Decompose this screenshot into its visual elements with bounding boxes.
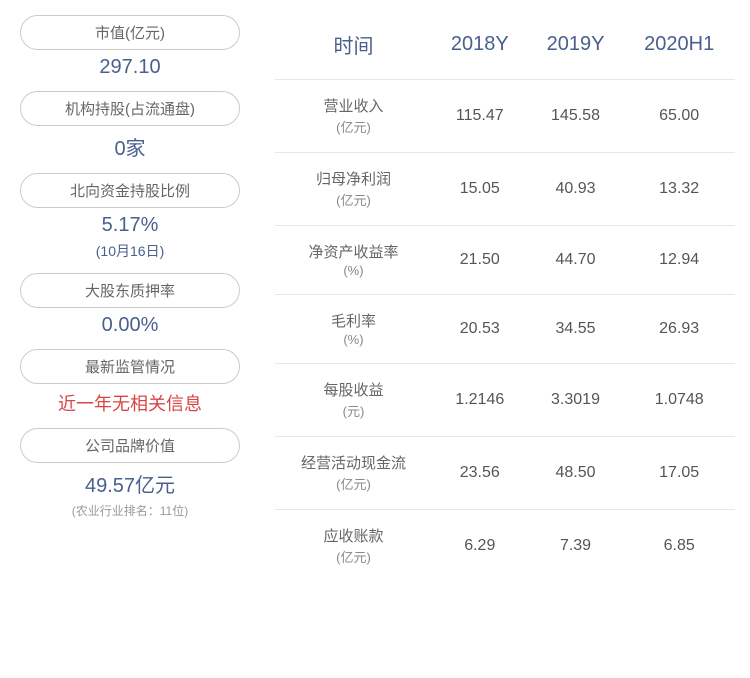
table-row: 经营活动现金流 (亿元) 23.56 48.50 17.05 [275, 437, 735, 510]
regulatory-card: 最新监管情况 近一年无相关信息 [20, 349, 240, 420]
value-cell: 1.2146 [432, 364, 528, 437]
table-row: 应收账款 (亿元) 6.29 7.39 6.85 [275, 510, 735, 583]
value-cell: 21.50 [432, 226, 528, 295]
metric-cell: 归母净利润 (亿元) [275, 153, 432, 226]
value-cell: 40.93 [528, 153, 624, 226]
value-cell: 26.93 [623, 295, 735, 364]
value-cell: 145.58 [528, 80, 624, 153]
institutional-holding-label: 机构持股(占流通盘) [20, 91, 240, 126]
value-cell: 48.50 [528, 437, 624, 510]
value-cell: 20.53 [432, 295, 528, 364]
market-cap-label: 市值(亿元) [20, 15, 240, 50]
metric-cell: 毛利率 (%) [275, 295, 432, 364]
brand-value-note: (农业行业排名：11位) [20, 502, 240, 519]
value-cell: 7.39 [528, 510, 624, 583]
table-body: 营业收入 (亿元) 115.47 145.58 65.00 归母净利润 (亿元)… [275, 80, 735, 583]
table-row: 毛利率 (%) 20.53 34.55 26.93 [275, 295, 735, 364]
table-row: 净资产收益率 (%) 21.50 44.70 12.94 [275, 226, 735, 295]
regulatory-label: 最新监管情况 [20, 349, 240, 384]
northbound-holding-date: (10月16日) [20, 241, 240, 261]
brand-value-card: 公司品牌价值 49.57亿元 (农业行业排名：11位) [20, 428, 240, 519]
header-time: 时间 [275, 10, 432, 80]
value-cell: 1.0748 [623, 364, 735, 437]
table-header-row: 时间 2018Y 2019Y 2020H1 [275, 10, 735, 80]
northbound-holding-label: 北向资金持股比例 [20, 173, 240, 208]
metric-cell: 每股收益 (元) [275, 364, 432, 437]
institutional-holding-value: 0家 [20, 132, 240, 161]
value-cell: 115.47 [432, 80, 528, 153]
table-row: 每股收益 (元) 1.2146 3.3019 1.0748 [275, 364, 735, 437]
institutional-holding-card: 机构持股(占流通盘) 0家 [20, 91, 240, 165]
northbound-holding-card: 北向资金持股比例 5.17% (10月16日) [20, 173, 240, 265]
value-cell: 34.55 [528, 295, 624, 364]
market-cap-card: 市值(亿元) 297.10 [20, 15, 240, 83]
right-table-panel: 时间 2018Y 2019Y 2020H1 营业收入 (亿元) 115.47 1… [260, 10, 750, 668]
value-cell: 17.05 [623, 437, 735, 510]
value-cell: 15.05 [432, 153, 528, 226]
pledge-rate-value: 0.00% [20, 314, 240, 337]
table-row: 归母净利润 (亿元) 15.05 40.93 13.32 [275, 153, 735, 226]
regulatory-value: 近一年无相关信息 [20, 390, 240, 416]
header-2019: 2019Y [528, 10, 624, 80]
value-cell: 6.85 [623, 510, 735, 583]
brand-value-value: 49.57亿元 [20, 469, 240, 498]
header-2020h1: 2020H1 [623, 10, 735, 80]
header-2018: 2018Y [432, 10, 528, 80]
value-cell: 23.56 [432, 437, 528, 510]
value-cell: 3.3019 [528, 364, 624, 437]
metric-cell: 经营活动现金流 (亿元) [275, 437, 432, 510]
market-cap-value: 297.10 [20, 56, 240, 79]
value-cell: 65.00 [623, 80, 735, 153]
financial-data-table: 时间 2018Y 2019Y 2020H1 营业收入 (亿元) 115.47 1… [275, 10, 735, 582]
brand-value-label: 公司品牌价值 [20, 428, 240, 463]
value-cell: 12.94 [623, 226, 735, 295]
northbound-holding-value: 5.17% [20, 214, 240, 237]
value-cell: 6.29 [432, 510, 528, 583]
metric-cell: 净资产收益率 (%) [275, 226, 432, 295]
table-row: 营业收入 (亿元) 115.47 145.58 65.00 [275, 80, 735, 153]
value-cell: 44.70 [528, 226, 624, 295]
pledge-rate-card: 大股东质押率 0.00% [20, 273, 240, 341]
metric-cell: 应收账款 (亿元) [275, 510, 432, 583]
pledge-rate-label: 大股东质押率 [20, 273, 240, 308]
left-info-panel: 市值(亿元) 297.10 机构持股(占流通盘) 0家 北向资金持股比例 5.1… [0, 10, 260, 668]
value-cell: 13.32 [623, 153, 735, 226]
metric-cell: 营业收入 (亿元) [275, 80, 432, 153]
